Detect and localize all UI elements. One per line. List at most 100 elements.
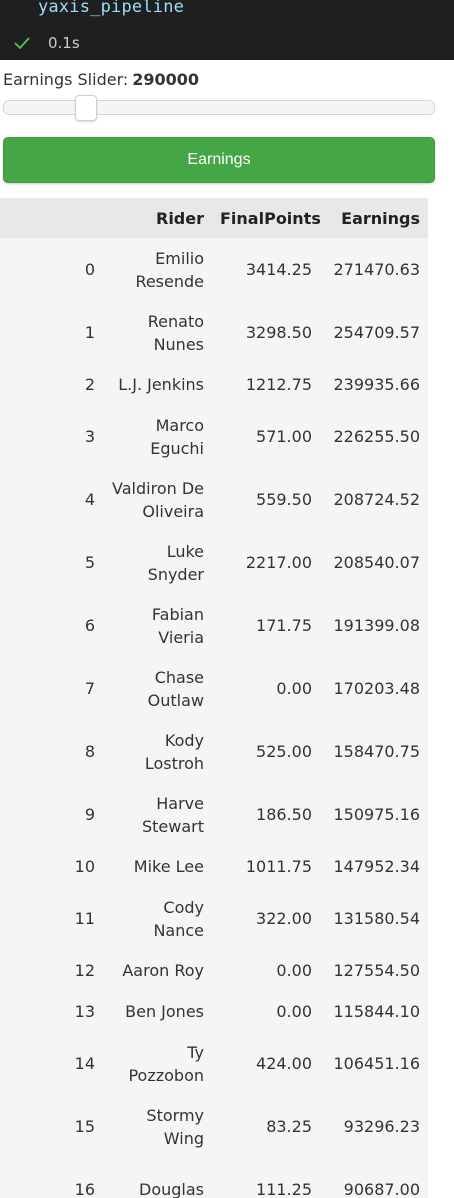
rider-cell: Mike Lee (103, 846, 212, 887)
earnings-cell: 115844.10 (333, 1002, 420, 1021)
rider-name-line: Stewart (141, 816, 204, 836)
rider-name-line: Harve (156, 793, 204, 813)
rider-name-line: Outlaw (147, 690, 204, 710)
row-index: 10 (74, 857, 95, 876)
column-header-earnings: Earnings (341, 208, 420, 228)
rider-name-line: Resende (135, 271, 204, 291)
earnings-cell: 150975.16 (333, 805, 420, 824)
rider-name-line: Aaron Roy (122, 961, 204, 980)
table-row: 16 Douglas 111.25 90687.00 (0, 1158, 428, 1198)
rider-cell: L.J. Jenkins (103, 364, 212, 405)
finalpoints-cell: 424.00 (256, 1054, 312, 1073)
row-index: 13 (74, 1002, 95, 1021)
finalpoints-cell: 0.00 (276, 679, 312, 698)
table-row: 5 Luke Snyder 2217.00 208540.07 (0, 531, 428, 594)
row-index: 11 (74, 909, 95, 928)
check-icon (14, 37, 30, 50)
row-index: 9 (84, 805, 95, 824)
finalpoints-cell: 1011.75 (245, 857, 312, 876)
rider-name-line: Lostroh (144, 753, 204, 773)
row-index: 5 (84, 553, 95, 572)
finalpoints-cell: 171.75 (256, 616, 312, 635)
rider-cell: Ty Pozzobon (103, 1032, 212, 1095)
data-table: Rider FinalPoints Earnings 0 Emilio Resend… (0, 198, 428, 1198)
table-row: 7 Chase Outlaw 0.00 170203.48 (0, 657, 428, 720)
rider-cell: Kody Lostroh (103, 720, 212, 783)
rider-name-line: Emilio (155, 248, 204, 268)
earnings-cell: 226255.50 (333, 427, 420, 446)
row-index: 3 (84, 427, 95, 446)
earnings-cell: 127554.50 (333, 961, 420, 980)
rider-name-line: Fabian (151, 604, 204, 624)
rider-name-line: L.J. Jenkins (118, 375, 204, 394)
rider-name-line: Ty (187, 1042, 204, 1062)
earnings-slider[interactable] (3, 95, 435, 121)
finalpoints-cell: 559.50 (256, 490, 312, 509)
earnings-cell: 158470.75 (333, 742, 420, 761)
rider-cell: Chase Outlaw (103, 657, 212, 720)
rider-cell: Renato Nunes (103, 301, 212, 364)
row-index: 1 (84, 323, 95, 342)
row-index: 16 (74, 1180, 95, 1198)
rider-name-line: Wing (163, 1128, 204, 1148)
finalpoints-cell: 111.25 (256, 1180, 312, 1198)
finalpoints-cell: 186.50 (256, 805, 312, 824)
finalpoints-cell: 571.00 (256, 427, 312, 446)
row-index: 2 (84, 375, 95, 394)
table-row: 15 Stormy Wing 83.25 93296.23 (0, 1095, 428, 1158)
rider-cell: Stormy Wing (103, 1095, 212, 1158)
rider-name-line: Stormy (146, 1105, 204, 1125)
slider-value: 290000 (132, 70, 200, 89)
column-header-index (0, 198, 103, 238)
table-row: 12 Aaron Roy 0.00 127554.50 (0, 950, 428, 991)
earnings-button[interactable]: Earnings (3, 137, 435, 183)
rider-name-line: Nance (153, 920, 204, 940)
table-row: 13 Ben Jones 0.00 115844.10 (0, 991, 428, 1032)
rider-name-line: Eguchi (150, 438, 204, 458)
rider-cell: Valdiron De Oliveira (103, 468, 212, 531)
rider-name-line: Mike Lee (133, 857, 204, 876)
slider-handle[interactable] (74, 95, 97, 121)
table-row: 2 L.J. Jenkins 1212.75 239935.66 (0, 364, 428, 405)
execution-time: 0.1s (48, 34, 80, 52)
finalpoints-cell: 322.00 (256, 909, 312, 928)
earnings-cell: 239935.66 (333, 375, 420, 394)
finalpoints-cell: 3298.50 (245, 323, 312, 342)
table-row: 10 Mike Lee 1011.75 147952.34 (0, 846, 428, 887)
table-row: 4 Valdiron De Oliveira 559.50 208724.52 (0, 468, 428, 531)
table-row: 0 Emilio Resende 3414.25 271470.63 (0, 238, 428, 301)
earnings-cell: 191399.08 (333, 616, 420, 635)
rider-name-line: Oliveira (142, 501, 204, 521)
rider-name-line: Cody (163, 897, 204, 917)
rider-name-line: Kody (164, 730, 204, 750)
table-row: 3 Marco Eguchi 571.00 226255.50 (0, 405, 428, 468)
earnings-cell: 93296.23 (343, 1117, 420, 1136)
column-header-rider: Rider (156, 208, 204, 228)
slider-label-text: Earnings Slider: (3, 70, 129, 89)
row-index: 4 (84, 490, 95, 509)
rider-cell: Aaron Roy (103, 950, 212, 991)
rider-cell: Emilio Resende (103, 238, 212, 301)
table-row: 11 Cody Nance 322.00 131580.54 (0, 887, 428, 950)
row-index: 8 (84, 742, 95, 761)
cell-output-header: yaxis_pipeline 0.1s (0, 0, 454, 60)
rider-name-line: Renato (147, 311, 204, 331)
code-line: yaxis_pipeline (38, 0, 185, 17)
rider-cell: Ben Jones (103, 991, 212, 1032)
rider-cell: Harve Stewart (103, 783, 212, 846)
earnings-cell: 90687.00 (343, 1180, 420, 1198)
rider-name-line: Ben Jones (125, 1002, 204, 1021)
row-index: 7 (84, 679, 95, 698)
rider-cell: Fabian Vieria (103, 594, 212, 657)
table-body: 0 Emilio Resende 3414.25 271470.63 1 Renato Nun… (0, 238, 428, 1198)
earnings-cell: 147952.34 (333, 857, 420, 876)
row-index: 12 (74, 961, 95, 980)
slider-fill (4, 101, 86, 114)
table-row: 14 Ty Pozzobon 424.00 106451.16 (0, 1032, 428, 1095)
rider-cell: Douglas (103, 1158, 212, 1198)
rider-name-line: Snyder (147, 564, 204, 584)
finalpoints-cell: 3414.25 (245, 260, 312, 279)
table-row: 9 Harve Stewart 186.50 150975.16 (0, 783, 428, 846)
row-index: 0 (84, 260, 95, 279)
earnings-cell: 131580.54 (333, 909, 420, 928)
